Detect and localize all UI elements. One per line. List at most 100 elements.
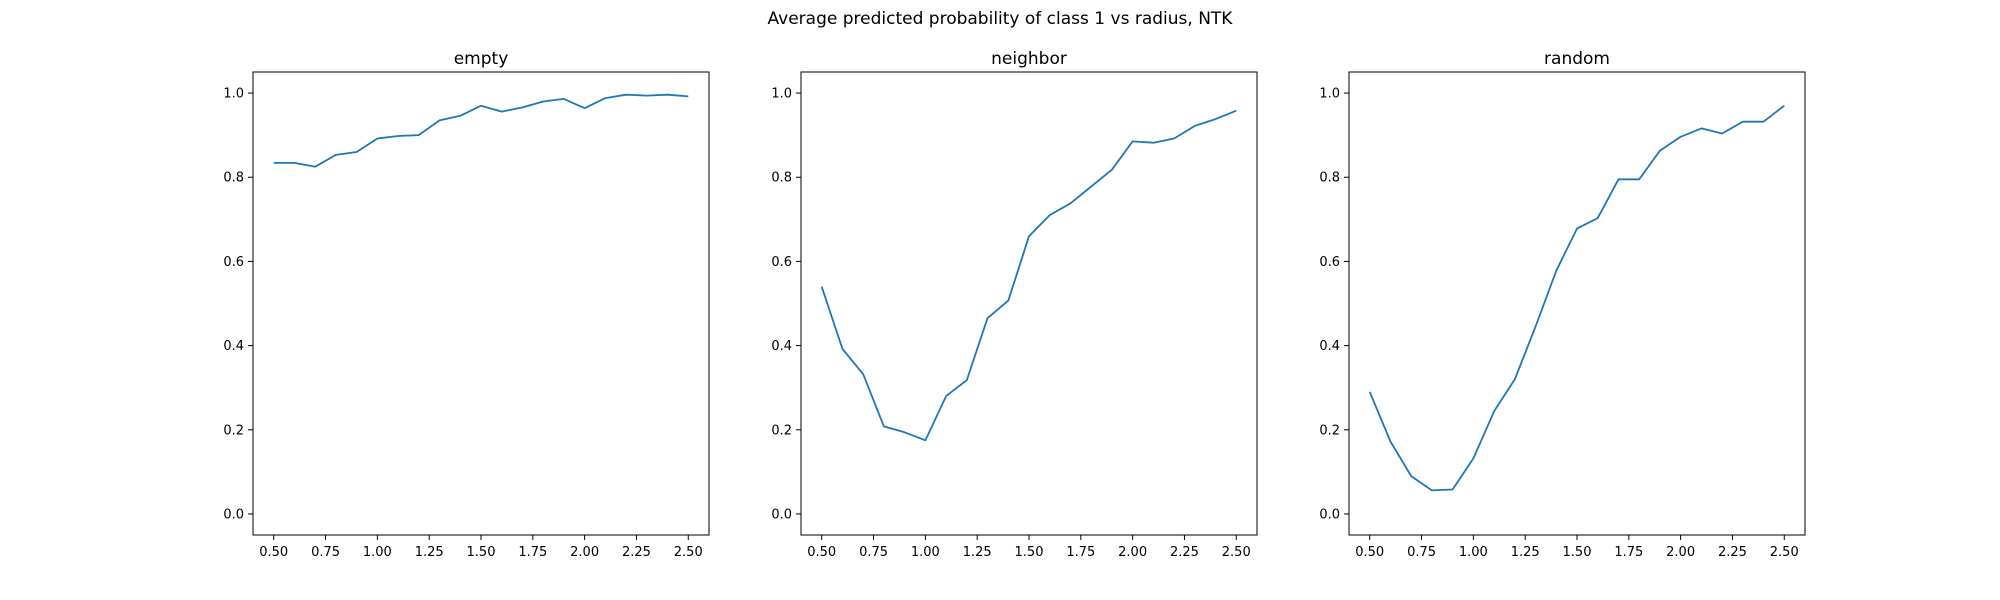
data-point (273, 162, 275, 164)
x-tick-label: 2.50 (1222, 545, 1251, 560)
data-point (397, 135, 399, 137)
subplot-title: neighbor (991, 49, 1067, 69)
x-tick-label: 2.25 (1718, 545, 1747, 560)
y-tick-label: 0.2 (771, 423, 792, 438)
x-tick-label: 0.75 (311, 545, 340, 560)
data-point (883, 425, 885, 427)
data-point (1049, 214, 1051, 216)
x-tick-label: 1.75 (1066, 545, 1095, 560)
x-tick-label: 1.00 (1459, 545, 1488, 560)
data-point (521, 106, 523, 108)
data-point (924, 439, 926, 441)
data-point (1535, 326, 1537, 328)
data-point (501, 111, 503, 113)
y-tick-label: 0.2 (1319, 423, 1340, 438)
y-tick-label: 0.8 (1319, 171, 1340, 186)
data-point (1152, 142, 1154, 144)
data-point (1680, 136, 1682, 138)
y-tick-label: 1.0 (771, 87, 792, 102)
y-tick-label: 0.4 (1319, 339, 1340, 354)
data-point (1410, 475, 1412, 477)
data-point (293, 162, 295, 164)
subplot-title: random (1544, 49, 1610, 69)
figure-title: Average predicted probability of class 1… (767, 9, 1233, 29)
data-point (1111, 169, 1113, 171)
x-tick-label: 2.50 (674, 545, 703, 560)
data-point (1235, 110, 1237, 112)
series-line (273, 93, 689, 168)
data-point (1007, 300, 1009, 302)
y-tick-label: 0.4 (771, 339, 792, 354)
x-tick-label: 0.75 (859, 545, 888, 560)
data-point (584, 107, 586, 109)
x-tick-label: 0.50 (1355, 545, 1384, 560)
data-point (987, 317, 989, 319)
data-point (335, 154, 337, 156)
data-point (439, 119, 441, 121)
x-tick-label: 2.00 (570, 545, 599, 560)
y-tick-label: 1.0 (223, 87, 244, 102)
data-point (1783, 105, 1785, 107)
data-point (687, 95, 689, 97)
x-tick-label: 1.00 (363, 545, 392, 560)
series-line (820, 109, 1237, 442)
data-point (1472, 457, 1474, 459)
x-tick-label: 1.25 (415, 545, 444, 560)
data-point (1576, 228, 1578, 230)
x-tick-label: 1.50 (467, 545, 496, 560)
x-tick-label: 2.00 (1666, 545, 1695, 560)
x-tick-label: 1.00 (911, 545, 940, 560)
subplot-empty: empty 0.50 0.75 1.00 1.25 1.50 1.75 2.00 2.25 2.5… (223, 49, 710, 560)
y-tick-label: 0.4 (223, 339, 244, 354)
y-tick-label: 0.8 (771, 171, 792, 186)
data-point (1659, 150, 1661, 152)
data-point (356, 151, 358, 153)
x-tick-label: 1.75 (518, 545, 547, 560)
x-tick-label: 1.75 (1614, 545, 1643, 560)
axes-frame (252, 71, 710, 536)
y-tick-label: 0.0 (771, 507, 792, 522)
y-tick-label: 0.6 (1319, 255, 1340, 270)
data-point (966, 379, 968, 381)
data-point (1069, 202, 1071, 204)
data-point (418, 134, 420, 136)
subplot-random: random 0.50 0.75 1.00 1.25 1.50 1.75 2.00 2.25 2.… (1319, 49, 1806, 560)
data-point (1132, 140, 1134, 142)
data-point (1514, 378, 1516, 380)
data-point (667, 94, 669, 96)
axes-frame (800, 71, 1258, 536)
data-point (314, 166, 316, 168)
data-point (945, 395, 947, 397)
y-tick-label: 0.0 (223, 507, 244, 522)
data-point (376, 138, 378, 140)
axes-frame (1348, 71, 1806, 536)
y-tick-label: 1.0 (1319, 87, 1340, 102)
data-point (625, 94, 627, 96)
x-tick-label: 1.25 (1511, 545, 1540, 560)
data-point (542, 100, 544, 102)
x-tick-label: 2.50 (1770, 545, 1799, 560)
x-tick-label: 2.25 (622, 545, 651, 560)
data-point (862, 373, 864, 375)
subplot-title: empty (454, 49, 509, 69)
data-point (1173, 138, 1175, 140)
data-point (1700, 127, 1702, 129)
data-point (841, 348, 843, 350)
data-point (821, 286, 823, 288)
y-tick-label: 0.8 (223, 171, 244, 186)
data-point (1597, 217, 1599, 219)
x-tick-label: 1.25 (963, 545, 992, 560)
data-point (1721, 132, 1723, 134)
x-tick-label: 0.75 (1407, 545, 1436, 560)
data-point (1742, 121, 1744, 123)
data-point (1215, 118, 1217, 120)
data-point (1638, 178, 1640, 180)
x-tick-label: 2.00 (1118, 545, 1147, 560)
data-point (604, 97, 606, 99)
data-point (1028, 235, 1030, 237)
x-tick-label: 1.50 (1015, 545, 1044, 560)
x-tick-label: 2.25 (1170, 545, 1199, 560)
y-tick-label: 0.2 (223, 423, 244, 438)
data-point (1431, 489, 1433, 491)
